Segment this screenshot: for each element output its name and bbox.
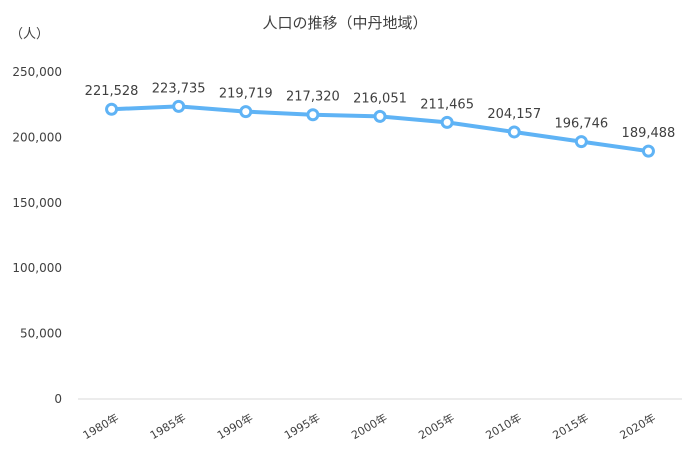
y-tick-label: 100,000: [12, 261, 62, 275]
data-point: [105, 102, 119, 116]
data-point: [440, 115, 454, 129]
chart-title: 人口の推移（中丹地域）: [262, 14, 427, 32]
x-tick-label: 2020年: [617, 410, 658, 442]
x-tick-label: 2010年: [483, 410, 524, 442]
data-point: [373, 109, 387, 123]
y-tick-label: 50,000: [20, 327, 62, 341]
data-label: 189,488: [622, 126, 676, 141]
data-label: 204,157: [487, 107, 541, 122]
data-point: [574, 135, 588, 149]
data-point: [306, 108, 320, 122]
series-group: [105, 99, 655, 158]
data-point: [172, 99, 186, 113]
x-axis-ticks: 1980年 1985年 1990年 1995年 2000年 2005年 2010年 2015年…: [80, 410, 658, 442]
y-tick-label: 200,000: [12, 130, 62, 144]
x-tick-label: 1985年: [147, 410, 188, 442]
data-label: 216,051: [353, 91, 407, 106]
data-labels: 221,528 223,735 219,719 217,320 216,051 211,4…: [85, 81, 676, 141]
data-label: 217,320: [286, 90, 340, 105]
x-tick-label: 1995年: [282, 410, 323, 442]
x-tick-label: 2015年: [550, 410, 591, 442]
data-label: 211,465: [420, 97, 474, 112]
y-axis-unit: （人）: [10, 27, 49, 42]
x-tick-label: 1990年: [215, 410, 256, 442]
data-point: [239, 105, 253, 119]
data-label: 219,719: [219, 87, 273, 102]
y-tick-label: 0: [54, 392, 62, 406]
data-label: 196,746: [554, 117, 608, 132]
x-tick-label: 2000年: [349, 410, 390, 442]
data-label: 223,735: [152, 81, 206, 96]
data-point: [641, 144, 655, 158]
y-tick-label: 250,000: [12, 65, 62, 79]
y-tick-label: 150,000: [12, 196, 62, 210]
data-point: [507, 125, 521, 139]
x-tick-label: 2005年: [416, 410, 457, 442]
x-tick-label: 1980年: [80, 410, 121, 442]
data-label: 221,528: [85, 84, 139, 99]
y-axis-ticks: 0 50,000 100,000 150,000 200,000 250,000: [12, 65, 62, 406]
